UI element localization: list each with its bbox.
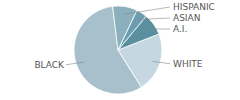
chart: BLACK WHITE A.I.ASIANHISPANIC	[0, 0, 240, 100]
leader-lines	[66, 7, 170, 65]
slice-label: A.I.	[173, 24, 187, 34]
leader-line	[66, 62, 84, 65]
labels: BLACK WHITE A.I.ASIANHISPANIC	[34, 2, 214, 70]
leader-line	[152, 61, 170, 63]
slice-label: WHITE	[173, 59, 203, 69]
leader-line	[124, 7, 170, 14]
slice-label: BLACK	[34, 60, 65, 70]
slice-label: HISPANIC	[173, 2, 215, 12]
leader-line	[147, 28, 170, 29]
leader-line	[137, 18, 170, 20]
slice-label: ASIAN	[173, 13, 200, 23]
